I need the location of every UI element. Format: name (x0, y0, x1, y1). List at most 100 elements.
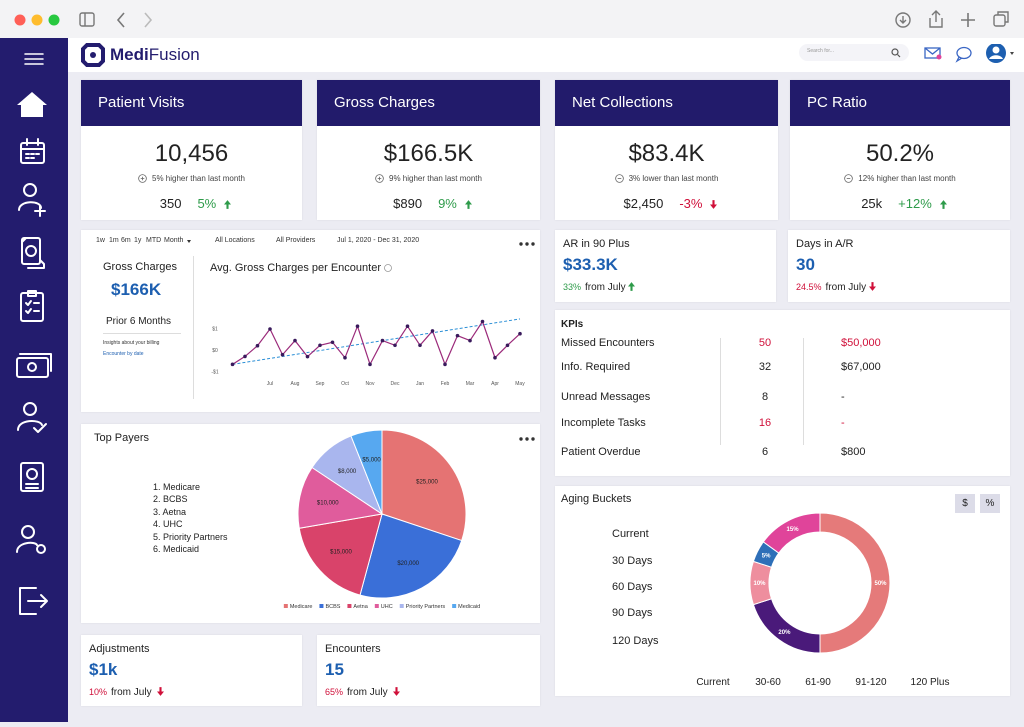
search-box[interactable]: Search for... (799, 44, 909, 61)
count: $890 (393, 196, 423, 211)
donut-segment (819, 512, 891, 654)
segment-label: 50% (874, 581, 887, 587)
point (355, 324, 360, 329)
slice-label: $5,000 (362, 458, 381, 464)
chat-icon[interactable] (955, 46, 972, 63)
stat-card: Adjustments $1k 10% from July (81, 635, 302, 706)
dollar-toggle[interactable]: $ (955, 494, 975, 513)
sidebar-icons (16, 53, 52, 615)
divider (103, 333, 181, 334)
card-title: Net Collections (555, 80, 778, 126)
kpi-label: Incomplete Tasks (561, 417, 646, 429)
percent-toggle[interactable]: % (980, 494, 1000, 513)
menu-icon[interactable] (24, 53, 44, 65)
add-patient-icon[interactable] (18, 183, 46, 217)
sidebar (0, 38, 68, 722)
range-filter[interactable]: 1w (96, 237, 105, 244)
range-filter[interactable]: Month (164, 237, 184, 244)
gross-charges-panel (81, 230, 540, 412)
category-label: Current (696, 677, 730, 688)
kpi-card: Net Collections $83.4K 3% lower than las… (555, 80, 778, 220)
insight-link[interactable]: Encounter by date (103, 351, 144, 357)
user-settings-icon[interactable] (16, 525, 46, 554)
point (505, 343, 510, 348)
range-filter[interactable]: 6m (121, 237, 131, 244)
browser-icons (14, 10, 1009, 28)
pie-slice (359, 513, 463, 599)
up-arrow (224, 200, 232, 209)
trend-line (232, 318, 521, 365)
patient-check-icon[interactable] (17, 402, 47, 433)
kpi-footer: 350 5% (81, 196, 302, 211)
legend-label: Medicaid (458, 604, 480, 610)
slice-label: $8,000 (338, 469, 357, 475)
category-label: 30-60 (755, 677, 781, 688)
point (293, 338, 297, 343)
change-text: 12% higher than last month (858, 174, 956, 183)
x-tick-label: Sep (316, 381, 325, 387)
aging-item: Current (612, 528, 649, 540)
slice-label: $20,000 (397, 561, 419, 567)
pie-slice (298, 513, 383, 596)
category-label: 120 Plus (911, 677, 950, 688)
kpi-count: 8 (761, 391, 769, 403)
logout-icon[interactable] (19, 587, 48, 615)
divider (193, 256, 194, 399)
slice-label: $15,000 (330, 549, 352, 555)
stat-value: $1k (89, 660, 118, 679)
more-menu[interactable] (519, 241, 535, 247)
range-filter[interactable]: MTD (146, 237, 162, 244)
segment-label: 10% (753, 581, 766, 587)
brand-light: Fusion (148, 45, 200, 64)
line (232, 320, 521, 366)
y-tick-label: $0 (212, 348, 218, 354)
date-filter[interactable]: Jul 1, 2020 - Dec 31, 2020 (337, 237, 420, 244)
percent: +12% (898, 196, 932, 211)
avatar[interactable] (986, 44, 1014, 63)
kpi-footer: $2,450 -3% (555, 196, 778, 211)
point (268, 327, 272, 331)
pie-chart: $25,000 $20,000 $15,000 $10,000 $8,000 $5,000… (283, 429, 480, 610)
donut-chart: 50% 20% 10% 5% 15% Current 30-60 61-90 91-120 120… (696, 512, 950, 688)
pie-slice (381, 429, 467, 542)
kpi-amount: $800 (841, 446, 866, 458)
legend-swatch (399, 604, 404, 608)
point (443, 362, 447, 367)
search-icon (891, 48, 901, 58)
card-title: Days in A/R (796, 238, 854, 250)
panel-title: KPIs (561, 319, 584, 330)
home-icon[interactable] (17, 92, 47, 117)
calendar-icon[interactable] (20, 138, 45, 164)
provider-filter[interactable]: All Providers (276, 237, 316, 244)
payments-icon[interactable] (16, 353, 52, 378)
report-icon[interactable] (20, 462, 44, 492)
browser-toolbar (0, 0, 1024, 39)
percent: 24.5% (796, 282, 822, 292)
kpi-amount: - (841, 391, 845, 403)
down-arrow (710, 200, 718, 209)
point (330, 340, 335, 345)
payer-item: 4. UHC (153, 519, 183, 530)
percent: 65% (325, 687, 344, 697)
tasks-icon[interactable] (20, 290, 44, 322)
kpi-footer: 25k +12% (790, 196, 1010, 211)
location-filter[interactable]: All Locations (215, 237, 255, 244)
more-menu[interactable] (519, 436, 535, 442)
kpi-count: 6 (761, 446, 769, 458)
pie-slice (297, 466, 384, 529)
up-arrow (628, 282, 636, 291)
billing-icon[interactable] (21, 237, 45, 269)
stat-card: Encounters 15 65% from July (317, 635, 540, 706)
mail-icon[interactable] (924, 47, 942, 60)
down-arrow (868, 282, 876, 291)
kpi-change: 12% higher than last month (790, 174, 1010, 183)
x-tick-label: Dec (391, 381, 400, 387)
range-filter[interactable]: 1m (109, 237, 119, 244)
range-filter[interactable]: 1y (134, 237, 142, 244)
comparison: from July (111, 687, 152, 698)
minus-icon (614, 174, 624, 183)
info-circle (384, 264, 392, 272)
stat-value: 15 (325, 660, 344, 679)
point (255, 343, 260, 348)
